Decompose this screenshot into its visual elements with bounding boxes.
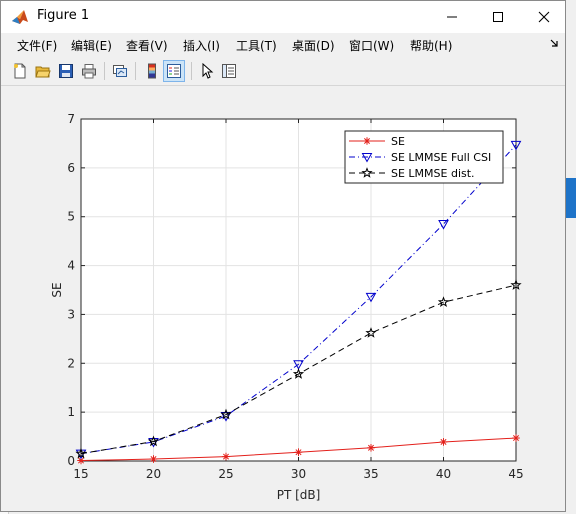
legend-label-2: SE LMMSE Full CSI <box>391 151 491 164</box>
series-point-1 <box>77 456 85 465</box>
save-button[interactable] <box>55 60 77 82</box>
menu-insert[interactable]: 插入(I) <box>183 39 220 53</box>
property-inspector-button[interactable] <box>218 60 240 82</box>
link-plot-button[interactable] <box>109 60 131 82</box>
series-point-1 <box>222 452 230 461</box>
open-file-icon <box>35 66 51 78</box>
print-button[interactable] <box>78 60 100 82</box>
series-point-1 <box>512 434 520 442</box>
menu-window[interactable]: 窗口(W) <box>349 39 395 53</box>
toolbar-separator <box>191 62 192 80</box>
y-axis-label: SE <box>50 282 64 297</box>
menu-file[interactable]: 文件(F) <box>17 39 58 53</box>
print-icon <box>82 64 96 79</box>
maximize-icon <box>493 12 503 22</box>
y-tick-label: 2 <box>67 356 75 370</box>
x-tick-label: 15 <box>73 467 88 481</box>
figure-window: Figure 1 文件(F) 编辑(E) 查看(V) 插入(I) 工具(T) 桌… <box>0 0 566 512</box>
dock-arrow-icon[interactable] <box>549 38 559 48</box>
series-point-3 <box>437 296 450 307</box>
y-tick-label: 4 <box>67 259 75 273</box>
colorbar-icon <box>148 63 156 79</box>
x-tick-label: 45 <box>508 467 523 481</box>
legend-marker-3 <box>361 167 373 178</box>
open-file-button[interactable] <box>32 60 54 82</box>
series-point-3 <box>292 368 305 379</box>
minimize-button[interactable] <box>429 1 475 33</box>
legend-icon <box>167 64 181 78</box>
series-point-2 <box>365 292 377 303</box>
menu-edit[interactable]: 编辑(E) <box>71 39 112 53</box>
property-inspector-icon <box>222 64 236 78</box>
menu-help[interactable]: 帮助(H) <box>410 39 453 53</box>
series-point-1 <box>149 455 158 463</box>
x-axis-label: PT [dB] <box>277 488 321 502</box>
series-line-2 <box>80 144 517 455</box>
menu-bar: 文件(F) 编辑(E) 查看(V) 插入(I) 工具(T) 桌面(D) 窗口(W… <box>1 33 565 57</box>
legend-button[interactable] <box>163 60 185 82</box>
new-figure-button[interactable] <box>9 60 31 82</box>
y-tick-label: 7 <box>67 112 75 126</box>
menu-tools[interactable]: 工具(T) <box>236 39 277 53</box>
x-tick-label: 35 <box>363 467 378 481</box>
series-point-2 <box>293 360 304 370</box>
series-point-2 <box>438 220 449 230</box>
close-button[interactable] <box>521 1 567 33</box>
edit-plot-icon <box>202 63 214 79</box>
y-tick-label: 3 <box>67 307 75 321</box>
series-point-3 <box>75 447 87 459</box>
save-icon <box>59 64 73 78</box>
legend-label-3: SE LMMSE dist. <box>391 167 475 180</box>
series-point-1 <box>367 444 375 452</box>
legend-marker-2 <box>361 153 373 163</box>
x-tick-label: 40 <box>436 467 451 481</box>
background-window-edge <box>566 178 576 218</box>
series-line-3 <box>80 284 517 455</box>
edit-plot-button[interactable] <box>196 60 218 82</box>
series-point-3 <box>147 435 160 447</box>
toolbar-separator <box>135 62 136 80</box>
x-tick-label: 30 <box>291 467 306 481</box>
title-bar[interactable]: Figure 1 <box>1 1 565 33</box>
legend-label-1: SE <box>391 135 405 148</box>
x-tick-label: 20 <box>146 467 161 481</box>
y-tick-label: 1 <box>67 405 75 419</box>
figure-toolbar <box>1 57 565 86</box>
y-tick-label: 0 <box>67 454 75 468</box>
series-point-3 <box>365 327 377 338</box>
minimize-icon <box>447 16 457 18</box>
series-point-1 <box>439 438 448 446</box>
legend-marker-1 <box>363 137 371 145</box>
menu-view[interactable]: 查看(V) <box>126 39 168 53</box>
matlab-icon <box>12 10 28 24</box>
colorbar-button[interactable] <box>141 60 163 82</box>
new-figure-icon <box>14 63 26 79</box>
toolbar-separator <box>104 62 105 80</box>
y-tick-label: 6 <box>67 161 75 175</box>
y-tick-label: 5 <box>67 210 75 224</box>
maximize-button[interactable] <box>475 1 521 33</box>
series-point-3 <box>510 279 522 290</box>
series-point-1 <box>294 448 303 457</box>
x-tick-label: 25 <box>218 467 233 481</box>
link-plot-icon <box>113 65 127 77</box>
window-title: Figure 1 <box>37 8 90 23</box>
series-point-2 <box>510 140 522 151</box>
close-icon <box>538 11 550 23</box>
menu-desktop[interactable]: 桌面(D) <box>292 39 335 53</box>
series-point-3 <box>220 408 232 420</box>
